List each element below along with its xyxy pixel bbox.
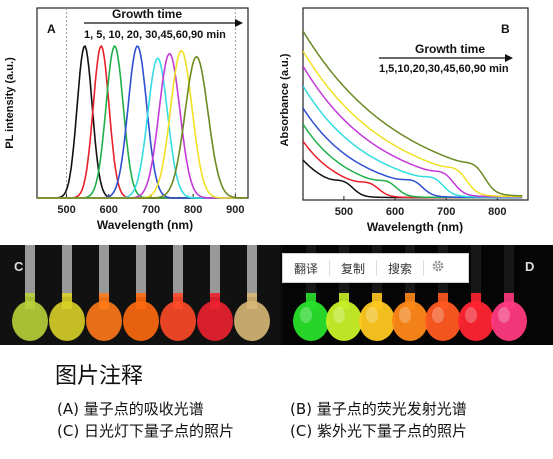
flask-liquid-neck bbox=[210, 293, 220, 309]
flask-body bbox=[458, 301, 494, 341]
flask-highlight bbox=[300, 307, 312, 323]
x-tick-label: 700 bbox=[437, 206, 455, 218]
flask-neck bbox=[173, 245, 183, 297]
pl-spectra-chart: 500 600 700 800 900 A Growth time 1, 5, 10, 20,… bbox=[4, 7, 249, 232]
flask-body bbox=[86, 301, 122, 341]
flask-highlight bbox=[432, 307, 444, 323]
caption-c: (C) 日光灯下量子点的照片 bbox=[57, 422, 234, 440]
flask-liquid-neck bbox=[405, 293, 415, 309]
flask-body bbox=[491, 301, 527, 341]
y-axis-label: PL intensity (a.u.) bbox=[4, 57, 16, 149]
flask-body bbox=[160, 301, 196, 341]
x-tick-label: 600 bbox=[386, 206, 404, 218]
flask-neck bbox=[471, 245, 481, 297]
x-tick-label: 700 bbox=[142, 204, 160, 216]
pl-series-4 bbox=[37, 45, 248, 199]
flask-liquid-neck bbox=[471, 293, 481, 309]
flask-body bbox=[49, 301, 85, 341]
flask-liquid-neck bbox=[339, 293, 349, 309]
flask-body bbox=[12, 301, 48, 341]
flask-highlight bbox=[498, 307, 510, 323]
photo-label-c: C bbox=[14, 259, 24, 274]
menu-divider bbox=[329, 260, 331, 276]
plot-frame bbox=[302, 7, 529, 201]
pl-series-7 bbox=[37, 49, 248, 199]
flask-body bbox=[392, 301, 428, 341]
flask-liquid-neck bbox=[504, 293, 514, 309]
x-tick-label: 500 bbox=[335, 206, 353, 218]
annotation-values: 1,5,10,20,30,45,60,90 min bbox=[379, 63, 509, 75]
caption-title: 图片注释 bbox=[55, 364, 144, 389]
x-tick-label: 900 bbox=[226, 204, 244, 216]
flask-body bbox=[359, 301, 395, 341]
flask-highlight bbox=[366, 307, 378, 323]
flask-highlight bbox=[399, 307, 411, 323]
photo-label-d: D bbox=[525, 259, 535, 274]
abs-series-2 bbox=[303, 140, 523, 199]
copy-menu-item[interactable]: 复制 bbox=[341, 261, 366, 276]
flask-neck bbox=[504, 245, 514, 297]
translate-menu-item[interactable]: 翻译 bbox=[294, 261, 319, 276]
pl-series-6 bbox=[37, 52, 248, 199]
search-menu-item[interactable]: 搜索 bbox=[388, 261, 413, 276]
caption-b: (B) 量子点的荧光发射光谱 bbox=[290, 400, 467, 418]
abs-series-7 bbox=[303, 50, 523, 198]
flask-liquid-neck bbox=[25, 293, 35, 309]
flask-neck bbox=[136, 245, 146, 297]
context-menu: 翻译 复制 搜索 bbox=[282, 253, 469, 283]
x-axis-label: Wavelength (nm) bbox=[97, 218, 193, 232]
flask-neck bbox=[247, 245, 257, 297]
flask-liquid-neck bbox=[136, 293, 146, 309]
flask-body bbox=[425, 301, 461, 341]
flask-body bbox=[123, 301, 159, 341]
flask-liquid-neck bbox=[173, 293, 183, 309]
flasks-uv bbox=[293, 245, 527, 341]
x-tick-label: 800 bbox=[184, 204, 202, 216]
flask-highlight bbox=[333, 307, 345, 323]
x-axis-label: Wavelength (nm) bbox=[367, 220, 463, 234]
annotation-title: Growth time bbox=[112, 7, 182, 21]
caption-a: (A) 量子点的吸收光谱 bbox=[57, 400, 204, 418]
flask-neck bbox=[25, 245, 35, 297]
abs-series-3 bbox=[303, 123, 523, 199]
gear-icon[interactable] bbox=[424, 259, 452, 277]
photo-daylight: C bbox=[0, 245, 280, 345]
flask-body bbox=[326, 301, 362, 341]
flask-neck bbox=[62, 245, 72, 297]
flask-body bbox=[234, 301, 270, 341]
flask-liquid-neck bbox=[438, 293, 448, 309]
y-axis-label: Absorbance (a.u.) bbox=[279, 53, 291, 146]
pl-series-8 bbox=[37, 55, 248, 199]
flask-highlight bbox=[465, 307, 477, 323]
flask-body bbox=[197, 301, 233, 341]
panel-a: 500 600 700 800 900 A Growth time 1, 5, 10, 20,… bbox=[0, 0, 275, 245]
flask-liquid-neck bbox=[62, 293, 72, 309]
panel-letter-a: A bbox=[47, 22, 56, 36]
flask-liquid-neck bbox=[306, 293, 316, 309]
menu-divider bbox=[423, 260, 425, 276]
x-tick-label: 800 bbox=[488, 206, 506, 218]
annotation-values: 1, 5, 10, 20, 30,45,60,90 min bbox=[84, 29, 226, 41]
x-tick-label: 600 bbox=[100, 204, 118, 216]
menu-divider bbox=[376, 260, 378, 276]
abs-series-8 bbox=[303, 30, 523, 197]
flask-body bbox=[293, 301, 329, 341]
flask-neck bbox=[210, 245, 220, 297]
photo-strip: C D bbox=[0, 245, 553, 345]
annotation-arrowhead bbox=[235, 19, 243, 27]
flask-liquid-neck bbox=[372, 293, 382, 309]
annotation-title: Growth time bbox=[415, 42, 485, 56]
flask-liquid-neck bbox=[99, 293, 109, 309]
panel-letter-b: B bbox=[501, 22, 510, 36]
flask-liquid-neck bbox=[247, 293, 257, 309]
x-tick-label: 500 bbox=[57, 204, 75, 216]
absorption-spectra-chart: 500 600 700 800 B Growth time 1,5,10,20,30,45,… bbox=[279, 7, 529, 234]
flasks-daylight bbox=[12, 245, 270, 341]
panel-b: 500 600 700 800 B Growth time 1,5,10,20,30,45,… bbox=[275, 0, 553, 245]
abs-series-6 bbox=[303, 65, 523, 198]
annotation-arrowhead bbox=[505, 54, 513, 62]
flask-neck bbox=[99, 245, 109, 297]
caption-d: (C) 紫外光下量子点的照片 bbox=[290, 422, 467, 440]
pl-series-5 bbox=[37, 57, 248, 199]
